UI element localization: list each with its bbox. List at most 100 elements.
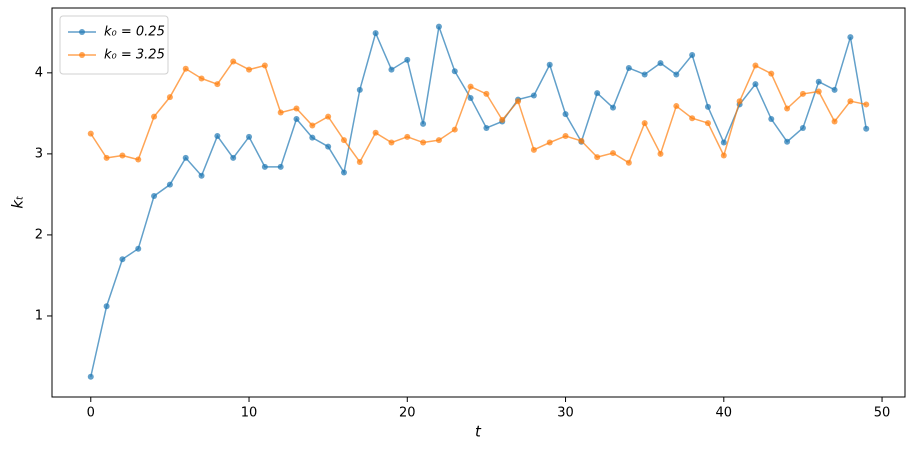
data-point: [704, 103, 711, 110]
y-axis-label: kₜ: [9, 195, 27, 208]
data-point: [87, 373, 94, 380]
data-point: [673, 71, 680, 78]
data-point: [309, 134, 316, 141]
data-point: [372, 30, 379, 37]
data-point: [420, 139, 427, 146]
data-point: [657, 60, 664, 67]
data-point: [119, 152, 126, 159]
data-point: [388, 139, 395, 146]
data-point: [515, 98, 522, 105]
data-point: [340, 137, 347, 144]
data-point: [198, 75, 205, 82]
data-point: [720, 152, 727, 159]
data-point: [831, 86, 838, 93]
data-point: [815, 88, 822, 95]
data-point: [182, 65, 189, 72]
series-line: [90, 60, 867, 164]
data-point: [594, 154, 601, 161]
data-point: [610, 150, 617, 157]
data-point: [451, 68, 458, 75]
data-point: [689, 52, 696, 59]
x-tick-label: 0: [87, 406, 95, 421]
data-point: [103, 154, 110, 161]
data-point: [87, 130, 94, 137]
data-point: [325, 113, 332, 120]
data-point: [784, 138, 791, 145]
y-tick-label: 4: [35, 65, 43, 80]
data-point: [293, 116, 300, 123]
data-point: [372, 129, 379, 136]
data-point: [135, 156, 142, 163]
data-point: [293, 105, 300, 112]
x-tick-label: 50: [874, 406, 891, 421]
data-point: [784, 105, 791, 112]
data-point: [847, 34, 854, 41]
data-point: [546, 139, 553, 146]
data-point: [103, 303, 110, 310]
data-point: [404, 133, 411, 140]
data-point: [214, 133, 221, 140]
data-point: [831, 118, 838, 125]
data-point: [657, 150, 664, 157]
y-tick-label: 2: [35, 227, 43, 242]
data-point: [198, 172, 205, 179]
data-point: [562, 111, 569, 118]
y-tick-label: 3: [35, 146, 43, 161]
data-point: [182, 154, 189, 161]
x-tick-label: 10: [241, 406, 258, 421]
data-point: [214, 81, 221, 88]
data-point: [863, 125, 870, 132]
data-point: [847, 98, 854, 105]
data-point: [309, 122, 316, 129]
data-point: [435, 137, 442, 144]
data-point: [467, 83, 474, 90]
data-point: [673, 103, 680, 110]
data-point: [641, 120, 648, 127]
data-point: [356, 158, 363, 165]
data-point: [119, 256, 126, 263]
legend-marker: [79, 52, 85, 58]
data-point: [261, 62, 268, 69]
data-point: [799, 90, 806, 97]
data-point: [261, 163, 268, 170]
x-axis-label: t: [475, 423, 482, 441]
data-point: [736, 98, 743, 105]
data-point: [641, 71, 648, 78]
data-point: [230, 154, 237, 161]
data-point: [625, 64, 632, 71]
data-point: [420, 120, 427, 127]
data-point: [467, 94, 474, 101]
data-point: [246, 133, 253, 140]
x-tick-label: 40: [716, 406, 733, 421]
data-point: [151, 193, 158, 200]
data-point: [246, 66, 253, 73]
data-point: [815, 78, 822, 85]
data-point: [135, 245, 142, 252]
data-point: [325, 143, 332, 150]
data-point: [610, 104, 617, 111]
data-point: [388, 66, 395, 73]
data-point: [435, 23, 442, 30]
data-point: [768, 116, 775, 123]
data-point: [546, 61, 553, 68]
y-tick-label: 1: [35, 308, 43, 323]
data-point: [594, 90, 601, 97]
data-point: [562, 133, 569, 140]
data-point: [499, 116, 506, 123]
x-tick-label: 30: [557, 406, 574, 421]
data-point: [625, 159, 632, 166]
data-point: [752, 81, 759, 88]
data-point: [578, 137, 585, 144]
data-point: [530, 146, 537, 153]
data-point: [752, 62, 759, 69]
data-point: [689, 115, 696, 122]
data-point: [768, 70, 775, 77]
data-point: [151, 113, 158, 120]
legend-label: k₀ = 0.25: [104, 25, 165, 40]
data-point: [483, 124, 490, 131]
plot-frame: [51, 7, 906, 398]
data-point: [451, 126, 458, 133]
data-point: [230, 58, 237, 65]
data-point: [863, 101, 870, 108]
